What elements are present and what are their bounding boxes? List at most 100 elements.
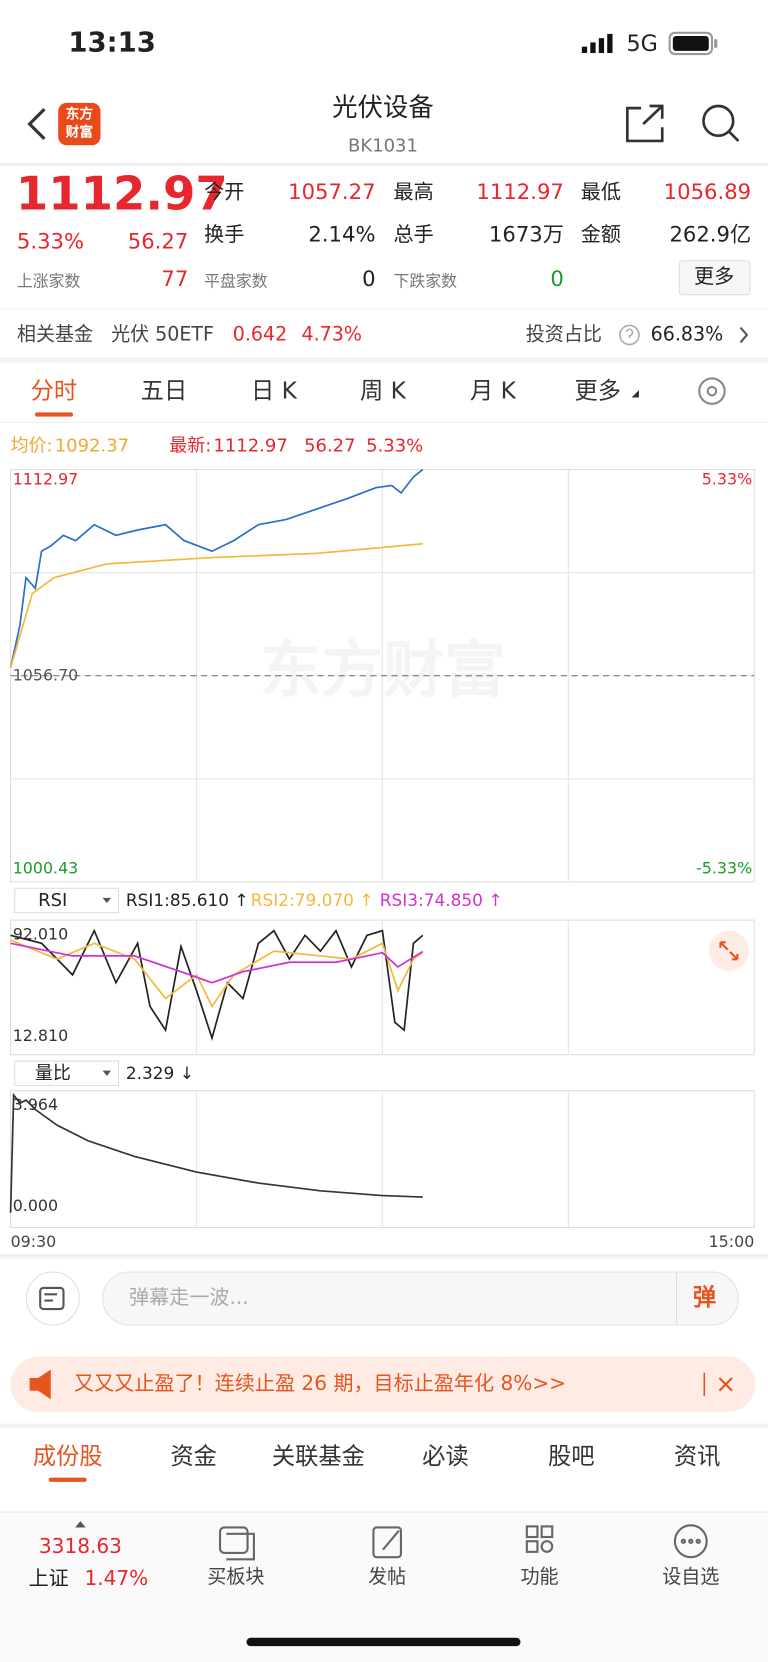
- tab[interactable]: 周 K: [360, 378, 407, 405]
- index-pct: 1.47%: [84, 1566, 148, 1590]
- stat-label: 平盘家数: [204, 271, 268, 290]
- status-time: 13:13: [68, 26, 156, 58]
- dropdown-arrow: [631, 390, 639, 398]
- stat-label: 金额: [581, 222, 621, 246]
- chevron[interactable]: [739, 326, 749, 344]
- tab[interactable]: 股吧: [548, 1443, 595, 1470]
- divider: [703, 1372, 706, 1397]
- fund-price: 0.642: [233, 323, 287, 345]
- stat-value: 262.9亿: [669, 221, 751, 246]
- indicator-selector[interactable]: [14, 1060, 120, 1086]
- danmaku-icon[interactable]: [25, 1271, 80, 1326]
- dropdown-arrow: [102, 897, 112, 904]
- nav-item[interactable]: 设自选: [662, 1566, 719, 1588]
- stat-label: 上涨家数: [17, 271, 81, 290]
- indicator-selector[interactable]: [14, 887, 120, 914]
- divider: [0, 1423, 768, 1428]
- logo-text: 财富: [65, 123, 93, 140]
- more-button[interactable]: [678, 260, 751, 296]
- stat-label: 换手: [204, 222, 244, 246]
- help-icon[interactable]: [619, 324, 640, 346]
- y-tick-label: 1112.97: [13, 470, 79, 489]
- y-tick-label: 0.000: [13, 1196, 58, 1215]
- data-line: [10, 942, 424, 984]
- back-button[interactable]: [27, 108, 46, 140]
- divider: [675, 1273, 678, 1324]
- settings-button[interactable]: [698, 377, 726, 405]
- tab[interactable]: 五日: [141, 378, 188, 405]
- divider: [0, 421, 768, 423]
- y-tick-label: 1056.70: [13, 665, 79, 684]
- stat-value: 1057.27: [288, 179, 375, 204]
- tab[interactable]: 资讯: [674, 1443, 721, 1470]
- nav-item[interactable]: 功能: [521, 1566, 559, 1588]
- tab[interactable]: 更多: [574, 378, 621, 405]
- stat-value: 1056.89: [664, 179, 751, 204]
- divider: [0, 163, 768, 166]
- fund-pct: 4.73%: [302, 323, 362, 345]
- network: 5G: [626, 31, 657, 57]
- tab[interactable]: 分时: [31, 378, 78, 405]
- legend-entry: RSI1:85.610 ↑: [126, 890, 249, 910]
- bottom-nav: [0, 1512, 768, 1662]
- tab[interactable]: 必读: [422, 1443, 469, 1470]
- fund-name[interactable]: 光伏 50ETF: [111, 323, 214, 345]
- logo: [58, 102, 101, 146]
- danmaku-button[interactable]: 弹: [693, 1284, 716, 1311]
- search-button[interactable]: [702, 104, 740, 142]
- nav-icons: [218, 1524, 708, 1561]
- data-line: [10, 928, 424, 1041]
- y-tick-label: 3.964: [13, 1095, 58, 1114]
- tab[interactable]: 日 K: [251, 378, 298, 405]
- y-tick-label: -5.33%: [696, 859, 752, 878]
- y-tick-label: 12.810: [13, 1026, 69, 1045]
- promo-banner[interactable]: [10, 1356, 756, 1412]
- stat-label: 下跌家数: [394, 271, 458, 290]
- change: 56.27: [128, 229, 189, 254]
- more-button-label: 更多: [694, 264, 734, 288]
- comment-placeholder: 弹幕走一波...: [129, 1285, 249, 1309]
- price: 1112.97: [16, 167, 228, 221]
- page-code: BK1031: [348, 135, 418, 156]
- nav-item[interactable]: 买板块: [207, 1566, 264, 1588]
- stat-value: 1673万: [489, 221, 564, 246]
- divider: [0, 1253, 768, 1259]
- x-tick-label: 15:00: [709, 1232, 755, 1251]
- comment-input[interactable]: [102, 1271, 739, 1326]
- stat-value: 0: [362, 266, 375, 291]
- divider: [0, 357, 768, 363]
- logo-text: 东方: [66, 105, 94, 122]
- expand-button[interactable]: [708, 930, 749, 971]
- stat-value: 77: [161, 266, 188, 291]
- tab[interactable]: 成份股: [33, 1443, 103, 1470]
- y-tick-label: 92.010: [13, 924, 69, 943]
- up-arrow: [75, 1521, 86, 1528]
- tab[interactable]: 资金: [170, 1443, 217, 1470]
- indicator-name: RSI: [38, 890, 67, 911]
- y-tick-label: 5.33%: [702, 470, 752, 489]
- share-button[interactable]: [626, 104, 664, 143]
- index-name: 上证: [29, 1566, 69, 1590]
- chart-legend: 均价: 1092.37 最新: 1112.97 56.27 5.33%: [11, 435, 424, 456]
- y-tick-label: 1000.43: [13, 859, 79, 878]
- fund-label: 相关基金: [17, 323, 93, 345]
- stat-label: 总手: [394, 222, 434, 246]
- tab[interactable]: 关联基金: [272, 1443, 365, 1470]
- change-pct: 5.33%: [17, 229, 84, 254]
- divider: [0, 1511, 768, 1513]
- legend-entry: RSI3:74.850 ↑: [380, 890, 503, 910]
- close-button[interactable]: [718, 1377, 733, 1392]
- megaphone-icon: [29, 1369, 51, 1400]
- x-tick-label: 09:30: [11, 1232, 57, 1251]
- index-price[interactable]: 3318.63: [39, 1534, 122, 1558]
- tab[interactable]: 月 K: [470, 378, 517, 405]
- stat-label: 今开: [204, 179, 244, 203]
- data-line: [10, 939, 424, 1009]
- data-line: [9, 468, 424, 668]
- promo-text: 又又又止盈了！连续止盈 26 期，目标止盈年化 8%>>: [74, 1371, 566, 1395]
- ratio-value: 66.83%: [651, 323, 724, 345]
- signal-icon: [581, 33, 613, 53]
- stat-label: 最低: [581, 179, 621, 203]
- nav-item[interactable]: 发帖: [368, 1566, 406, 1588]
